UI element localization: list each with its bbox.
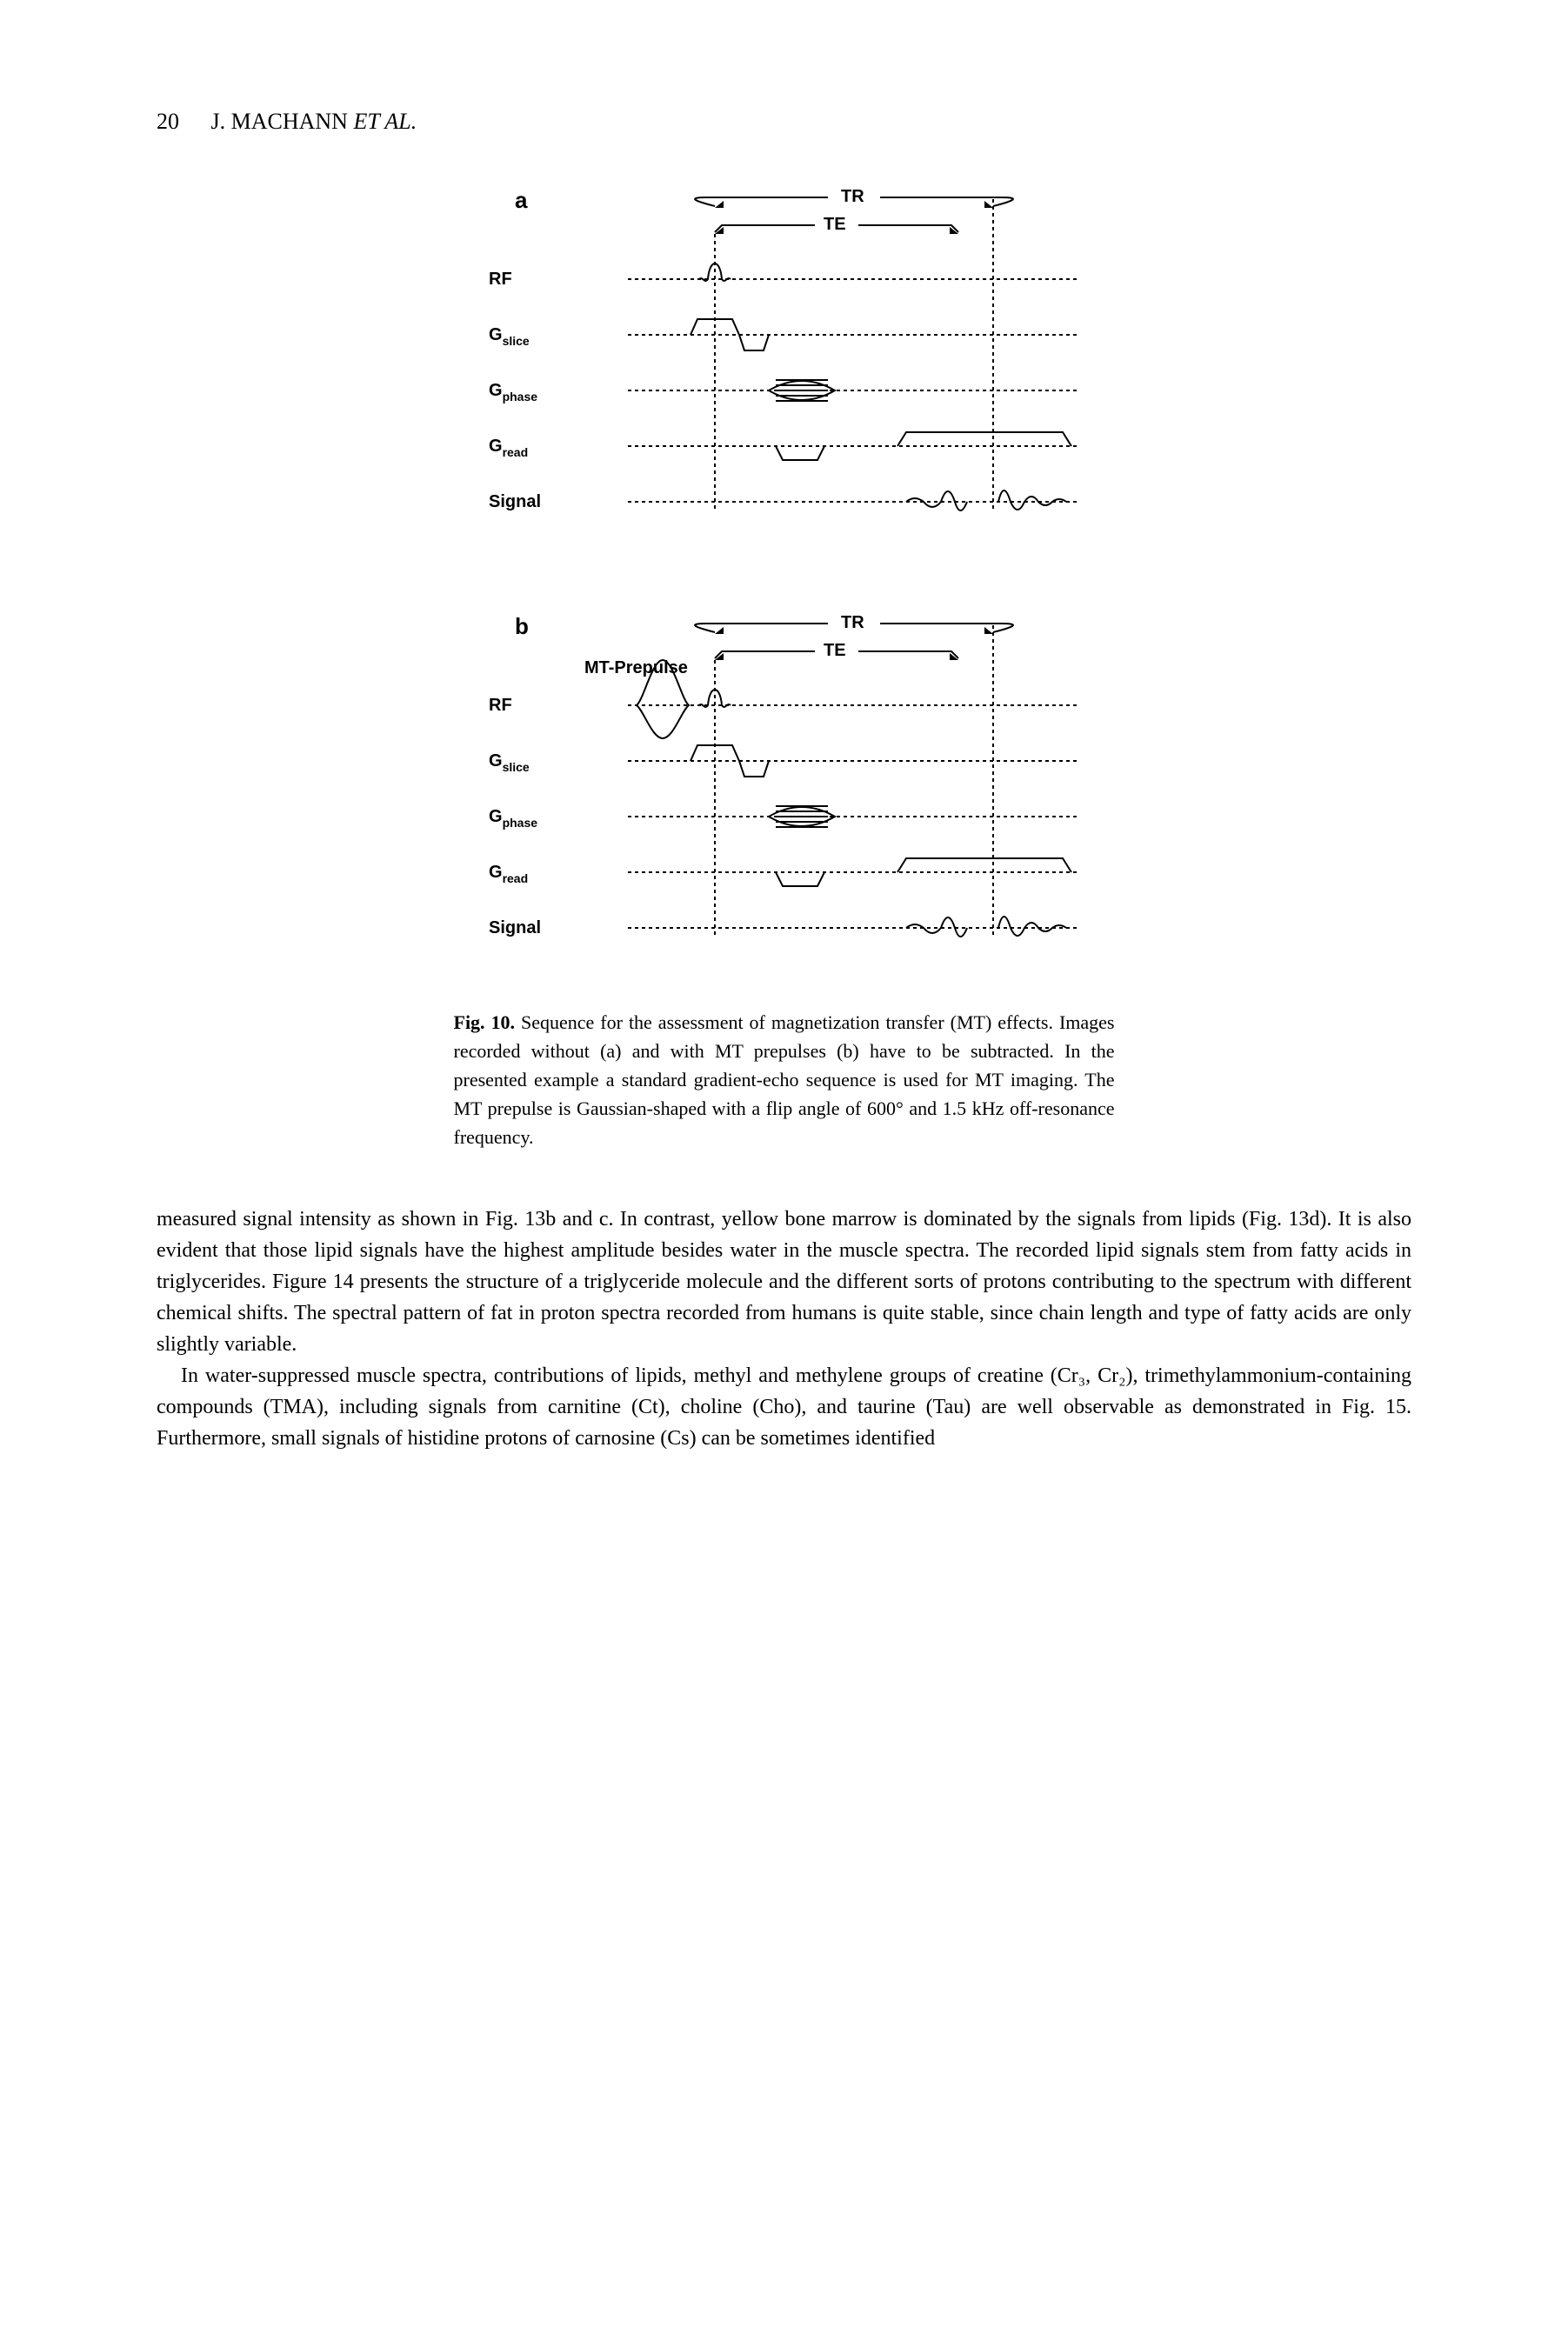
page-number: 20 [157,109,179,134]
svg-text:Gphase: Gphase [489,381,537,404]
svg-text:TE: TE [824,215,846,234]
svg-text:Gread: Gread [489,863,528,885]
figure-caption: Fig. 10. Sequence for the assessment of … [454,1008,1115,1151]
page-header: 20 J. MACHANN ET AL. [157,104,1411,138]
svg-text:Signal: Signal [489,492,541,511]
svg-text:b: b [515,613,529,639]
body-text: measured signal intensity as shown in Fi… [157,1204,1411,1454]
svg-text:RF: RF [489,270,512,289]
svg-text:Gslice: Gslice [489,751,530,774]
figure-caption-text: Sequence for the assessment of magnetiza… [454,1011,1115,1148]
svg-text:MT-Prepulse: MT-Prepulse [584,658,688,677]
svg-text:RF: RF [489,696,512,715]
svg-text:TR: TR [841,187,864,206]
svg-text:a: a [515,187,528,213]
svg-text:Signal: Signal [489,918,541,937]
svg-text:Gphase: Gphase [489,807,537,830]
svg-text:TE: TE [824,641,846,660]
svg-text:Gslice: Gslice [489,325,530,348]
page-authors: J. MACHANN [211,109,348,134]
figure-caption-label: Fig. 10. [454,1011,516,1033]
page-authors-suffix: ET AL. [353,109,417,134]
paragraph-1: measured signal intensity as shown in Fi… [157,1204,1411,1360]
svg-text:Gread: Gread [489,437,528,459]
svg-text:TR: TR [841,613,864,632]
paragraph-2: In water-suppressed muscle spectra, cont… [157,1360,1411,1454]
figure-block: .dash { stroke:#000000; stroke-width:2; … [454,173,1115,1151]
figure-svg: .dash { stroke:#000000; stroke-width:2; … [454,173,1115,982]
